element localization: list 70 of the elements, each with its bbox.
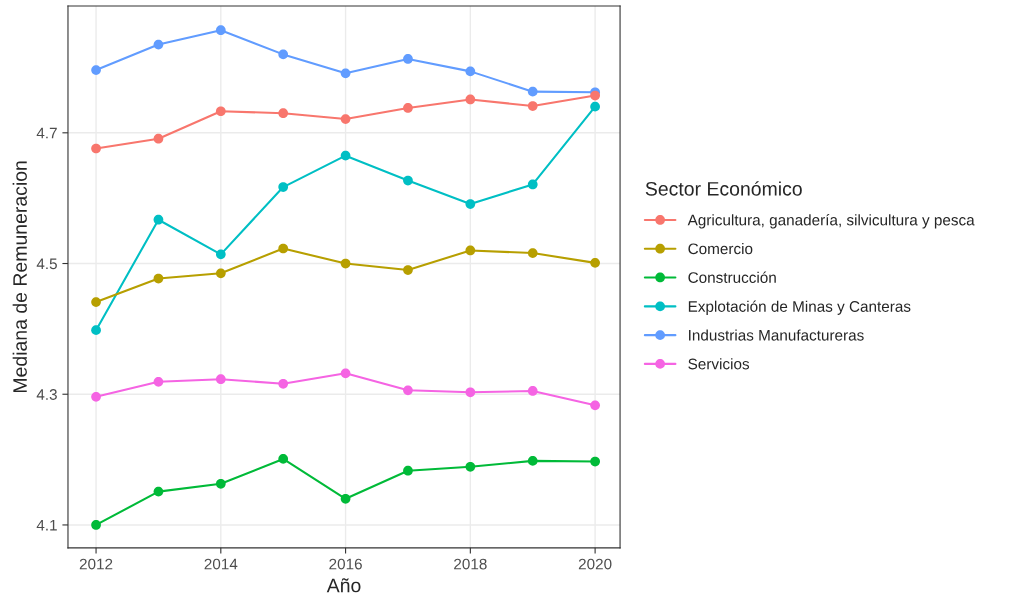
point <box>215 374 226 385</box>
x-axis-title: Año <box>326 578 361 593</box>
x-tick-label: 2014 <box>204 558 238 570</box>
point <box>215 106 226 117</box>
legend-label: Explotación de Minas y Canteras <box>688 300 911 315</box>
x-tick-label: 2016 <box>329 558 362 570</box>
point <box>403 385 413 396</box>
point <box>278 49 289 60</box>
point <box>153 214 164 225</box>
point <box>527 386 538 396</box>
point <box>403 103 413 113</box>
point <box>403 265 413 275</box>
legend-title: Sector Económico <box>645 181 802 196</box>
point <box>153 486 164 497</box>
point <box>590 258 600 268</box>
x-tick-label: 2012 <box>79 558 113 570</box>
point <box>465 245 476 256</box>
legend-label: Agricultura, ganadería, silvicultura y pesca <box>687 214 975 229</box>
legend-label: Comercio <box>688 242 753 255</box>
point <box>340 68 351 79</box>
point <box>340 114 351 124</box>
point <box>278 108 289 119</box>
point <box>153 376 164 387</box>
point <box>215 268 226 279</box>
legend-label: Industrias Manufactureras <box>689 329 864 341</box>
point <box>527 456 538 466</box>
y-axis-title: Mediana de Remuneracion <box>12 161 27 393</box>
point <box>527 86 538 97</box>
y-tick-label: 4.7 <box>36 127 57 139</box>
point <box>153 273 164 284</box>
point <box>590 101 600 112</box>
point <box>465 387 476 398</box>
point <box>215 478 226 489</box>
point <box>590 456 600 467</box>
point <box>215 25 226 36</box>
legend-label: Construcción <box>688 271 776 283</box>
point <box>153 133 164 144</box>
point <box>527 101 538 111</box>
point <box>278 243 289 254</box>
point <box>403 54 413 64</box>
point <box>153 39 164 50</box>
point <box>403 465 413 476</box>
y-tick-label: 4.1 <box>36 519 57 531</box>
point <box>278 378 289 389</box>
point <box>215 249 226 260</box>
point <box>340 258 351 269</box>
point <box>590 400 600 411</box>
x-tick-label: 2018 <box>454 558 487 570</box>
point <box>91 143 101 154</box>
y-tick-label: 4.3 <box>36 389 57 400</box>
point <box>403 175 413 186</box>
point <box>91 391 101 402</box>
point <box>278 182 289 192</box>
legend-label: Servicios <box>688 358 750 370</box>
y-tick-label: 4.5 <box>36 258 57 270</box>
point <box>91 520 101 530</box>
point <box>340 368 351 379</box>
point <box>465 66 476 77</box>
point <box>527 179 538 190</box>
x-tick-label: 2020 <box>578 558 612 570</box>
point <box>340 493 351 504</box>
point <box>91 65 101 75</box>
point <box>340 150 351 161</box>
point <box>527 248 538 258</box>
point <box>91 325 101 336</box>
point <box>278 454 289 464</box>
point <box>465 94 476 105</box>
point <box>465 199 476 209</box>
point <box>465 461 476 472</box>
point <box>91 297 101 307</box>
